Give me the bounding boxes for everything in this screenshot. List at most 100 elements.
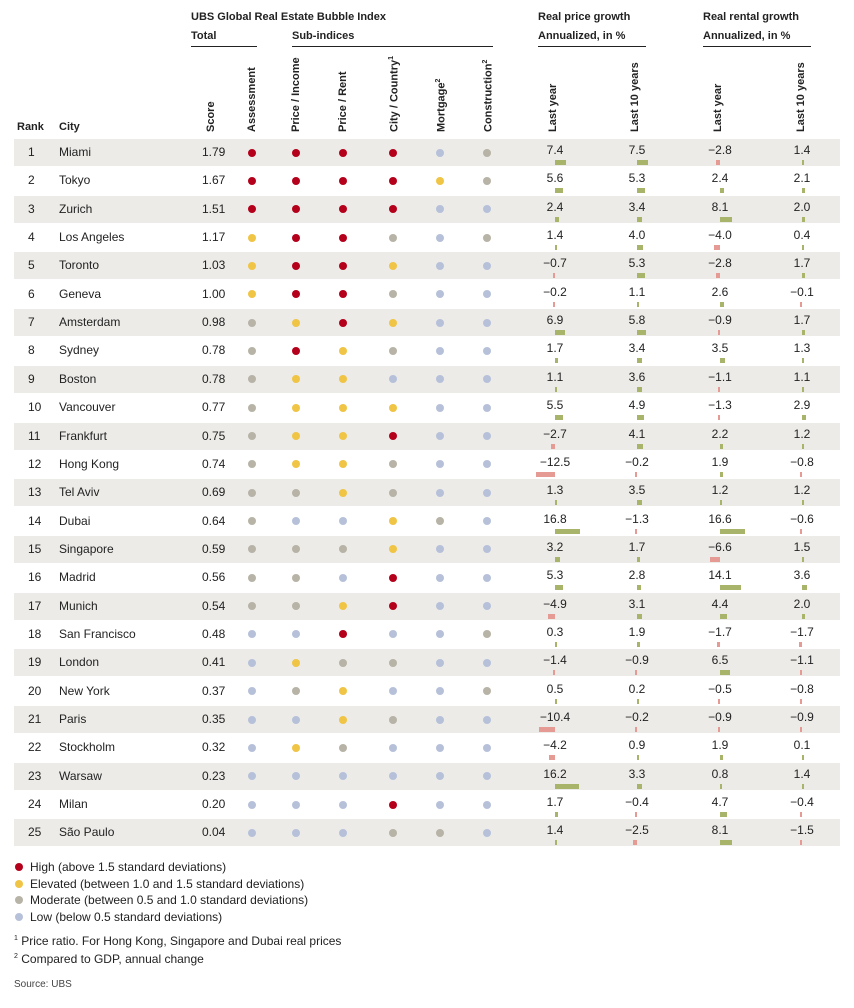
table-row: 24 Milan 0.20 1.7 −0.4 4.7 −0.4 (14, 791, 840, 818)
construction-dot (483, 148, 491, 157)
rent-last-10-value: −1.1 (790, 653, 814, 668)
table-row: 18 San Francisco 0.48 0.3 1.9 −1.7 −1.7 (14, 621, 840, 648)
price-last-year-bar (555, 415, 564, 421)
rent-last-10-bar (802, 500, 804, 506)
rent-last-year-value: −1.3 (708, 398, 732, 413)
mortgage-dot (436, 318, 444, 327)
price-rent-dot (339, 658, 347, 667)
rent-last-year-bar (720, 188, 724, 194)
construction-dot (483, 318, 491, 327)
city-country-dot (389, 488, 397, 497)
assessment-dot (248, 488, 256, 497)
table-row: 9 Boston 0.78 1.1 3.6 −1.1 1.1 (14, 365, 840, 393)
construction-dot (483, 290, 491, 299)
price-last-10-value: 3.6 (628, 369, 646, 384)
city-country-dot (389, 460, 397, 469)
price-last-10-value: 7.5 (628, 143, 646, 157)
mortgage-dot (436, 772, 444, 781)
price-last-10-bar (637, 386, 643, 392)
price-last-10-bar (637, 245, 643, 251)
table-row: 4 Los Angeles 1.17 1.4 4.0 −4.0 0.4 (14, 224, 840, 251)
rank-cell: 17 (28, 598, 42, 613)
city-cell: Amsterdam (59, 315, 121, 330)
price-last-10-value: 5.3 (628, 256, 646, 271)
assessment-dot (248, 460, 256, 469)
price-income-dot (292, 630, 300, 639)
city-cell: Milan (59, 797, 88, 812)
score-cell: 0.41 (202, 655, 226, 670)
price-last-year-bar (555, 245, 558, 251)
price-last-year-bar (555, 216, 559, 222)
city-cell: Miami (59, 145, 91, 159)
city-cell: Madrid (59, 570, 96, 585)
price-income-dot (292, 176, 300, 185)
rank-cell: 16 (28, 570, 42, 585)
price-last-10-value: 0.2 (628, 681, 646, 696)
construction-dot (483, 687, 491, 696)
price-last-10-value: 1.9 (628, 624, 646, 639)
price-rent-dot (339, 743, 347, 752)
rent-last-year-value: 4.7 (711, 795, 729, 810)
rent-last-10-value: 3.6 (793, 568, 811, 583)
mortgage-dot (436, 630, 444, 639)
mortgage-dot (436, 375, 444, 384)
rent-last-10-value: 1.7 (793, 256, 811, 271)
legend-label: Low (below 0.5 standard deviations) (30, 909, 223, 924)
score-cell: 0.78 (202, 343, 226, 358)
rank-cell: 10 (28, 400, 42, 415)
city-country-dot (389, 148, 397, 157)
price-last-year-bar (555, 641, 557, 647)
rent-last-year-value: 8.1 (711, 823, 729, 838)
rent-last-10-value: 2.0 (793, 199, 811, 214)
city-cell: Munich (59, 598, 98, 613)
rental-growth-underline (703, 46, 811, 47)
price-income-dot (292, 828, 300, 837)
mortgage-dot (436, 517, 444, 526)
rent-last-10-value: −1.5 (790, 823, 814, 838)
city-country-dot (389, 346, 397, 355)
rent-last-year-value: 1.2 (711, 483, 729, 498)
rank-cell: 8 (28, 343, 35, 358)
price-last-10-value: −2.5 (625, 823, 649, 838)
table-row: 17 Munich 0.54 −4.9 3.1 4.4 2.0 (14, 592, 840, 620)
score-cell: 0.48 (202, 626, 226, 641)
rent-last-year-value: 2.4 (711, 171, 729, 186)
city-country-dot (389, 743, 397, 752)
rent-last-year-bar (714, 245, 720, 251)
price-rent-dot (339, 290, 347, 299)
rent-last-year-value: −2.8 (708, 143, 732, 157)
rank-cell: 4 (28, 230, 35, 245)
rent-last-10-value: 0.1 (793, 738, 811, 753)
rent-last-10-bar (802, 585, 808, 591)
assessment-dot (248, 403, 256, 412)
rent-last-10-bar (802, 613, 805, 619)
price-last-10-bar (637, 330, 646, 336)
mortgage-dot (436, 828, 444, 837)
construction-header: Construction2 (482, 59, 495, 132)
price-income-dot (292, 318, 300, 327)
score-cell: 0.20 (202, 797, 226, 812)
mortgage-dot (436, 460, 444, 469)
construction-dot (483, 460, 491, 469)
price-last-year-bar (553, 273, 555, 279)
city-country-dot (389, 403, 397, 412)
city-cell: Hong Kong (59, 456, 120, 471)
city-cell: Sydney (59, 343, 100, 358)
price-last-10-value: −1.3 (625, 511, 649, 526)
construction-dot (483, 630, 491, 639)
table-row: 1 Miami 1.79 7.4 7.5 −2.8 1.4 (14, 139, 840, 166)
price-rent-dot (339, 488, 347, 497)
price-income-dot (292, 375, 300, 384)
price-last-year-value: −4.2 (543, 738, 567, 753)
construction-dot (483, 432, 491, 440)
price-last-10-bar (635, 528, 637, 534)
price-last-year-bar (555, 528, 581, 534)
rent-last-10-bar (802, 556, 805, 562)
score-cell: 1.67 (202, 173, 226, 188)
score-cell: 0.56 (202, 570, 226, 585)
construction-dot (483, 233, 491, 242)
price-income-dot (292, 346, 300, 355)
mortgage-dot (436, 403, 444, 412)
price-last-year-value: 0.5 (546, 681, 564, 696)
rent-last-10-value: 1.1 (793, 369, 811, 384)
